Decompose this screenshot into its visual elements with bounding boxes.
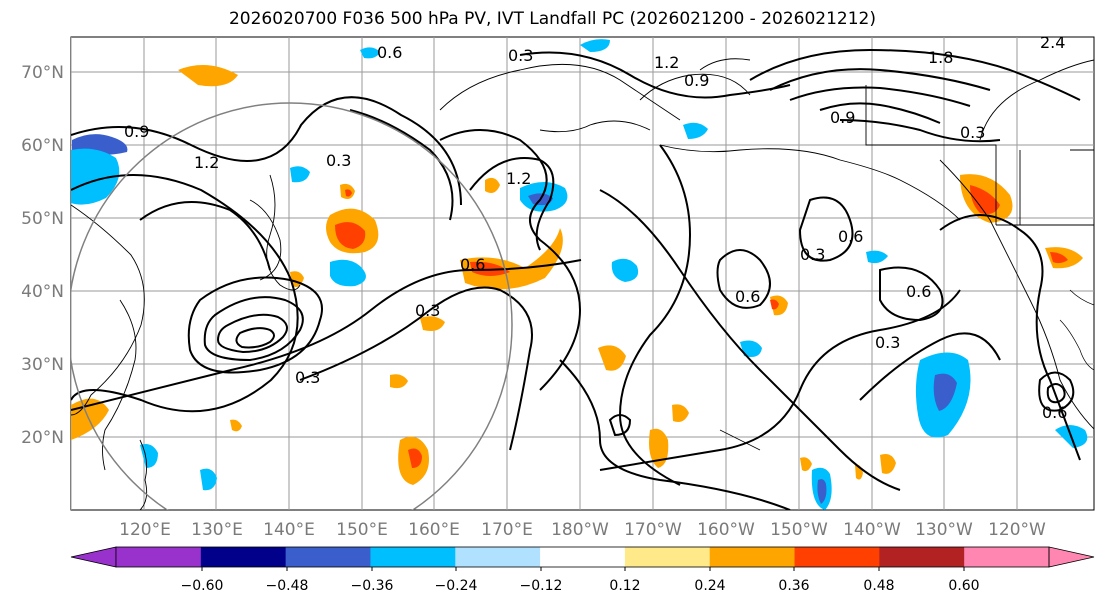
lon-label: 130°W — [915, 520, 973, 540]
lat-label: 60°N — [21, 136, 64, 156]
colorbar-extend-max — [1048, 546, 1095, 568]
shaded-positive — [71, 65, 1083, 485]
colorbar-tick-label: −0.36 — [351, 578, 394, 594]
colorbar-segment — [200, 547, 287, 567]
pv-contours — [71, 48, 1081, 510]
contour-label: 0.6 — [838, 227, 863, 246]
latitude-labels: 70°N 60°N 50°N 40°N 30°N 20°N — [21, 63, 64, 448]
contour-label: 0.3 — [326, 151, 351, 170]
lat-label: 40°N — [21, 282, 64, 302]
contour-labels: 0.3 0.3 0.3 0.3 0.3 0.3 0.3 0.6 0.6 0.6 … — [124, 33, 1067, 422]
contour-label: 1.8 — [928, 48, 953, 67]
colorbar-segment — [879, 547, 965, 567]
colorbar-outline — [115, 546, 1050, 568]
map-frame — [70, 36, 1095, 511]
colorbar-segment — [116, 547, 202, 567]
lon-label: 120°W — [988, 520, 1046, 540]
colorbar-tick-label: 0.24 — [694, 578, 725, 594]
colorbar-segment — [285, 547, 371, 567]
lon-label: 170°E — [481, 520, 533, 540]
contour-label: 2.4 — [1040, 33, 1065, 52]
contour-label: 0.6 — [735, 287, 760, 306]
lon-label: 160°W — [697, 520, 755, 540]
contour-label: 0.3 — [415, 301, 440, 320]
lon-label: 140°W — [843, 520, 901, 540]
colorbar-tick-label: −0.60 — [181, 578, 224, 594]
lon-label: 120°E — [119, 520, 171, 540]
contour-label: 0.3 — [960, 123, 985, 142]
lon-label: 130°E — [191, 520, 243, 540]
contour-label: 0.6 — [460, 255, 485, 274]
lon-label: 140°E — [263, 520, 315, 540]
lon-label: 150°W — [770, 520, 828, 540]
shaded-anomalies — [71, 39, 1088, 510]
colorbar-tick-label: −0.48 — [266, 578, 309, 594]
contour-label: 0.6 — [1042, 403, 1067, 422]
contour-label: 0.6 — [377, 43, 402, 62]
lat-label: 20°N — [21, 428, 64, 448]
colorbar-segment — [624, 547, 711, 567]
contour-label: 0.3 — [295, 368, 320, 387]
colorbar-segment — [370, 547, 456, 567]
colorbar-tick-label: 0.60 — [948, 578, 979, 594]
lon-label: 180°W — [551, 520, 609, 540]
contour-label: 1.2 — [194, 153, 219, 172]
colorbar-tick-label: −0.12 — [520, 578, 563, 594]
colorbar-segment — [794, 547, 880, 567]
contour-label: 1.2 — [506, 169, 531, 188]
colorbar-segment — [964, 547, 1050, 567]
lon-label: 160°E — [408, 520, 460, 540]
contour-label: 0.9 — [830, 108, 855, 127]
contour-label: 0.9 — [684, 71, 709, 90]
lon-label: 170°W — [624, 520, 682, 540]
islands — [719, 289, 1094, 451]
colorbar-tick-label: 0.36 — [778, 578, 809, 594]
contour-label: 0.3 — [800, 245, 825, 264]
lat-label: 30°N — [21, 355, 64, 375]
landfall-radius-circle — [71, 102, 513, 510]
lat-label: 50°N — [21, 209, 64, 229]
colorbar-tick-label: 0.12 — [609, 578, 640, 594]
colorbar-segment — [455, 547, 541, 567]
colorbar: −0.60 −0.48 −0.36 −0.24 −0.12 0.12 0.24 0.36 0.4… — [70, 546, 1095, 594]
map-title: 2026020700 F036 500 hPa PV, IVT Landfall… — [228, 9, 876, 29]
colorbar-segment — [709, 547, 796, 567]
contour-label: 0.3 — [875, 333, 900, 352]
contour-label: 0.3 — [508, 46, 533, 65]
longitude-labels: 120°E 130°E 140°E 150°E 160°E 170°E 180°W 170°W… — [119, 520, 1046, 540]
contour-label: 1.2 — [654, 53, 679, 72]
contour-label: 0.6 — [906, 282, 931, 301]
colorbar-segment — [540, 547, 626, 567]
colorbar-tick-label: −0.24 — [435, 578, 478, 594]
lat-label: 70°N — [21, 63, 64, 83]
colorbar-extend-min — [70, 546, 117, 568]
lon-label: 150°E — [336, 520, 388, 540]
contour-label: 0.9 — [124, 122, 149, 141]
colorbar-tick-label: 0.48 — [863, 578, 894, 594]
